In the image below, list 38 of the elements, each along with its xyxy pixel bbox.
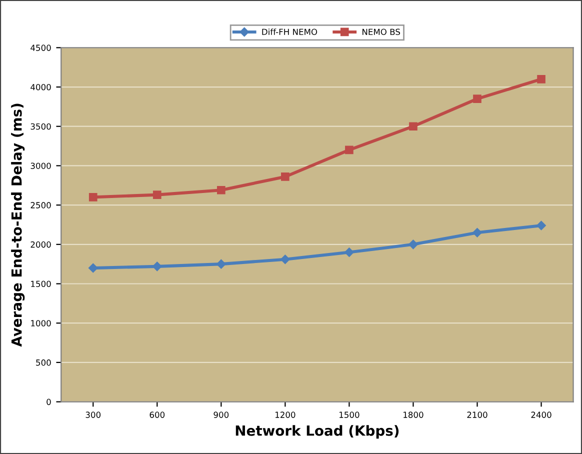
point [216,186,226,194]
x-tick-label: 1800 [404,412,424,418]
point [152,262,162,272]
x-tick-label: 1500 [340,412,360,418]
point [216,259,226,269]
y-tick-label: 500 [36,359,51,366]
y-tick-label: 2500 [30,202,51,208]
x-tick-label: 2100 [467,412,488,418]
x-tick-label: 300 [86,412,101,418]
y-tick-label: 2000 [30,241,51,248]
point [344,248,354,257]
y-tick-label: 3500 [30,123,51,130]
x-tick-label: 900 [214,412,229,418]
legend-label: NEMO BS [362,28,400,36]
point [537,74,546,84]
point [408,240,418,250]
point [345,146,354,154]
x-tick-label: 1200 [275,412,296,418]
x-axis-title: Network Load (Kbps) [236,425,399,439]
point [473,94,482,103]
x-tick-label: 600 [150,412,165,418]
point [536,220,546,230]
point [472,228,482,238]
point [88,193,98,202]
y-tick-label: 1000 [31,320,51,326]
legend-label: Diff-FH NEMO [262,28,318,36]
y-axis-title: Average End-to-End Delay (ms) [11,104,25,347]
y-tick-label: 4500 [30,44,51,51]
y-tick-label: 1500 [31,280,51,288]
y-tick-label: 0 [46,398,51,406]
point [152,190,162,199]
point [409,122,418,131]
y-tick-label: 3000 [30,162,51,169]
point [280,254,290,264]
x-tick-label: 2400 [531,412,552,418]
point [281,172,290,181]
point [88,263,98,273]
y-tick-label: 4000 [30,84,51,90]
